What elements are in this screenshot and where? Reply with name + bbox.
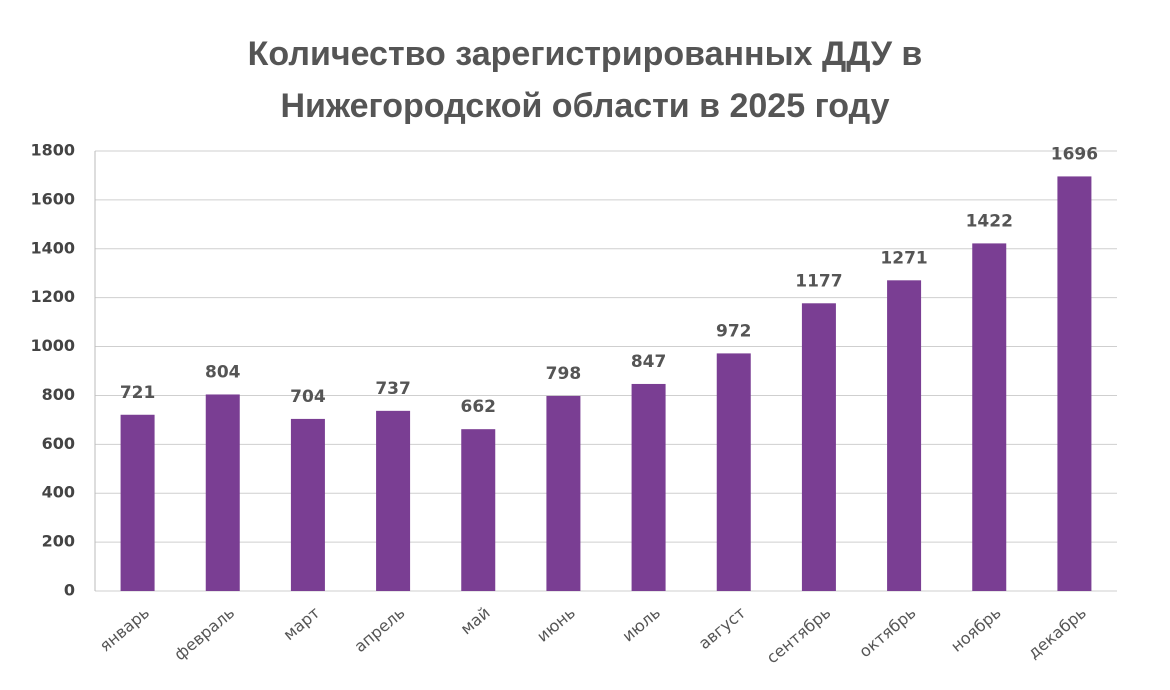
value-label: 662 (461, 397, 497, 417)
value-label: 972 (716, 321, 752, 341)
y-tick-label: 600 (42, 434, 75, 453)
value-label: 704 (290, 387, 326, 407)
bar (461, 429, 496, 591)
y-tick-label: 800 (42, 385, 75, 404)
x-tick-label: август (695, 603, 750, 653)
y-tick-label: 0 (64, 581, 75, 600)
bar (290, 418, 325, 591)
value-label: 798 (546, 364, 582, 384)
bar (546, 395, 581, 591)
x-tick-label: ноябрь (947, 603, 1005, 656)
y-tick-label: 1200 (30, 287, 75, 306)
bar (631, 383, 666, 591)
value-label: 1696 (1051, 144, 1098, 164)
x-tick-label: март (279, 603, 323, 644)
value-label: 1271 (880, 248, 927, 268)
y-tick-label: 1400 (30, 238, 75, 257)
value-label: 1422 (966, 211, 1013, 231)
bar (1057, 176, 1092, 591)
chart-title: Количество зарегистрированных ДДУ в Ниже… (247, 35, 923, 125)
y-tick-label: 1800 (30, 141, 75, 160)
value-label: 737 (375, 379, 411, 399)
y-tick-label: 1000 (30, 336, 75, 355)
value-label: 721 (120, 383, 156, 403)
value-label: 847 (631, 352, 667, 372)
y-tick-label: 400 (42, 483, 75, 502)
x-tick-label: июнь (533, 603, 579, 646)
bar (887, 280, 922, 591)
bar (972, 243, 1007, 591)
bar (716, 353, 751, 591)
y-tick-label: 200 (42, 532, 75, 551)
value-label: 1177 (795, 271, 842, 291)
x-tick-label: май (457, 603, 494, 638)
x-tick-label: сентябрь (763, 603, 835, 667)
x-tick-label: февраль (170, 603, 238, 664)
bar (120, 414, 155, 591)
y-tick-label: 1600 (30, 189, 75, 208)
x-tick-label: июль (618, 603, 664, 646)
bar (205, 394, 240, 591)
bar (801, 303, 836, 591)
bar (376, 410, 411, 591)
x-tick-label: апрель (350, 603, 408, 656)
x-tick-label: январь (96, 603, 153, 655)
x-tick-label: октябрь (855, 603, 919, 661)
x-tick-label: декабрь (1024, 603, 1090, 662)
value-label: 804 (205, 362, 241, 382)
